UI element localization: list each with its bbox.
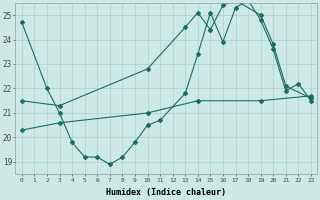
X-axis label: Humidex (Indice chaleur): Humidex (Indice chaleur) xyxy=(106,188,226,197)
